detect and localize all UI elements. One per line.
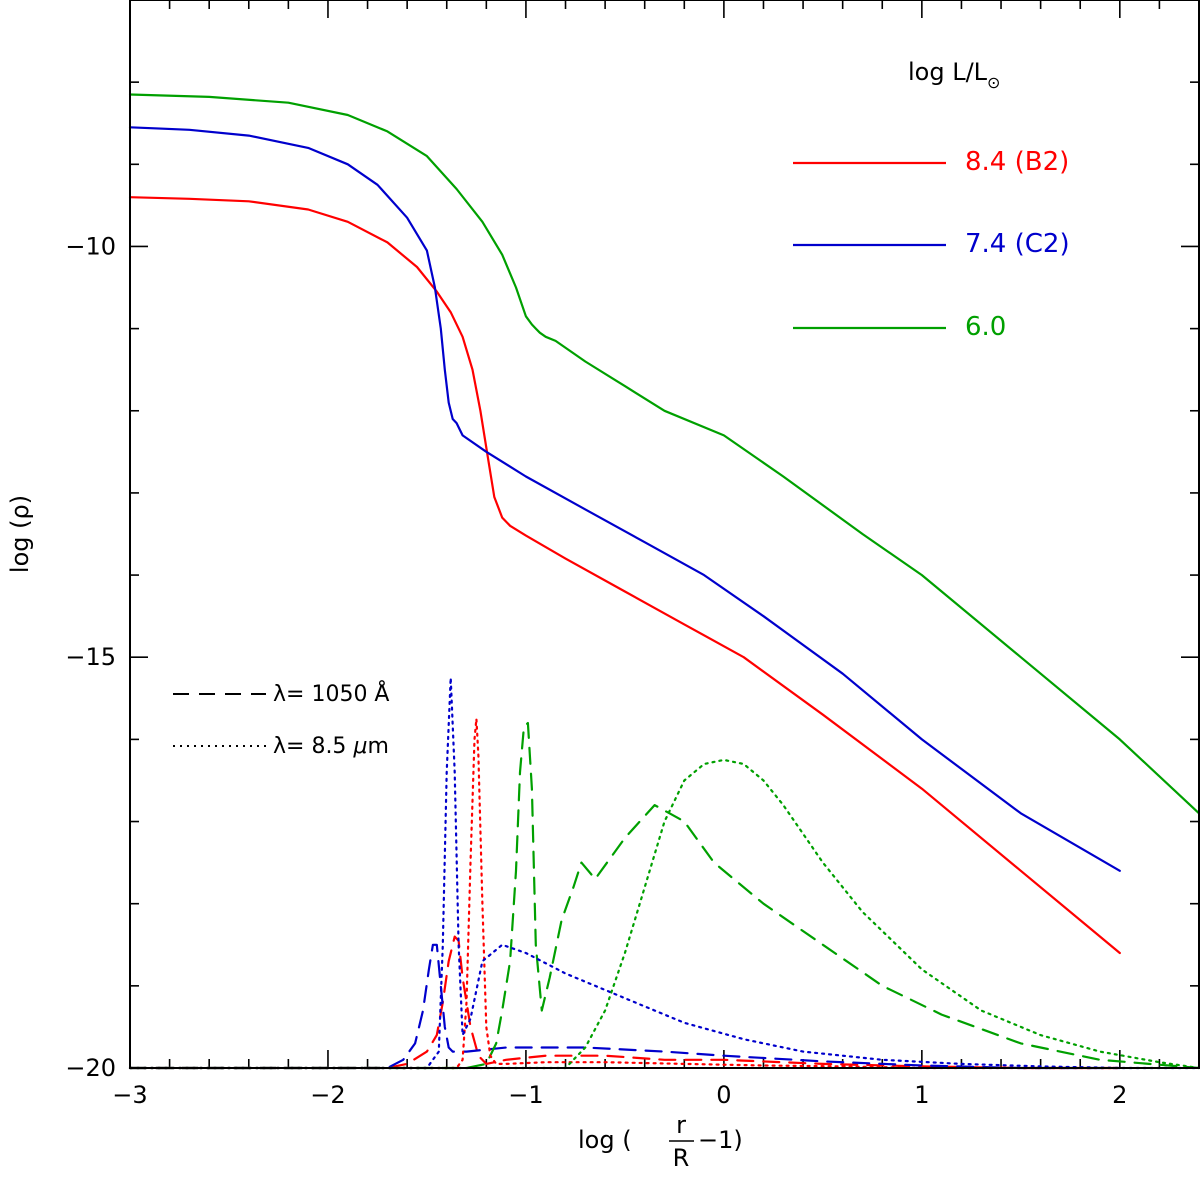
legend-title-main: log L/L [908,58,988,86]
series-line-dotted-6 [128,717,1121,1070]
legend-label-b2: 8.4 (B2) [965,147,1069,177]
legend-label-6: 6.0 [965,312,1006,342]
x-tick-label: 2 [1112,1081,1127,1109]
tick-layer [129,0,1200,1069]
x-axis-label: log ( r R −1) [578,1111,743,1172]
x-axis-label-numerator: r [676,1111,686,1139]
legend-title-sub: ⊙ [987,73,1000,92]
y-tick-label: −15 [65,643,116,671]
series-line-dashed-4 [128,943,1121,1070]
style-legend-dotted-label: λ= 8.5 μm [273,734,389,759]
series-line-solid-0 [128,196,1121,955]
x-axis-label-prefix: log ( [578,1126,632,1154]
x-tick-label: −3 [112,1081,147,1109]
x-axis-label-denominator: R [673,1144,690,1172]
style-legend-dashed-label: λ= 1050 Å [273,680,389,707]
series-line-dashed-5 [128,721,1200,1070]
series-line-dotted-7 [128,676,1200,1070]
series-layer [128,93,1200,1070]
dotted-label-mu: μ [352,734,367,759]
y-tick-label: −20 [65,1054,116,1082]
dotted-label-b: m [367,734,388,759]
x-tick-label: −2 [310,1081,345,1109]
legend-label-c2: 7.4 (C2) [965,229,1070,259]
x-axis-label-suffix: −1) [698,1126,743,1154]
x-tick-label: 0 [716,1081,731,1109]
plot-frame [129,0,1200,1069]
dotted-label-a: λ= 8.5 [273,734,353,759]
series-line-solid-2 [128,93,1200,815]
series-line-solid-1 [128,126,1121,872]
y-axis-label: log (ρ) [6,495,34,573]
style-legend: λ= 1050 Å λ= 8.5 μm [173,680,389,759]
series-line-dotted-8 [128,758,1200,1070]
series-line-dashed-3 [128,935,1121,1070]
x-tick-label: 1 [914,1081,929,1109]
y-tick-label: −10 [65,232,116,260]
label-layer: −3 −2 −1 0 1 2−20−15−10 [65,232,1127,1109]
x-tick-label: −1 [508,1081,543,1109]
legend: log L/L⊙ 8.4 (B2) 7.4 (C2) 6.0 [793,58,1070,342]
legend-title: log L/L⊙ [908,58,1000,92]
